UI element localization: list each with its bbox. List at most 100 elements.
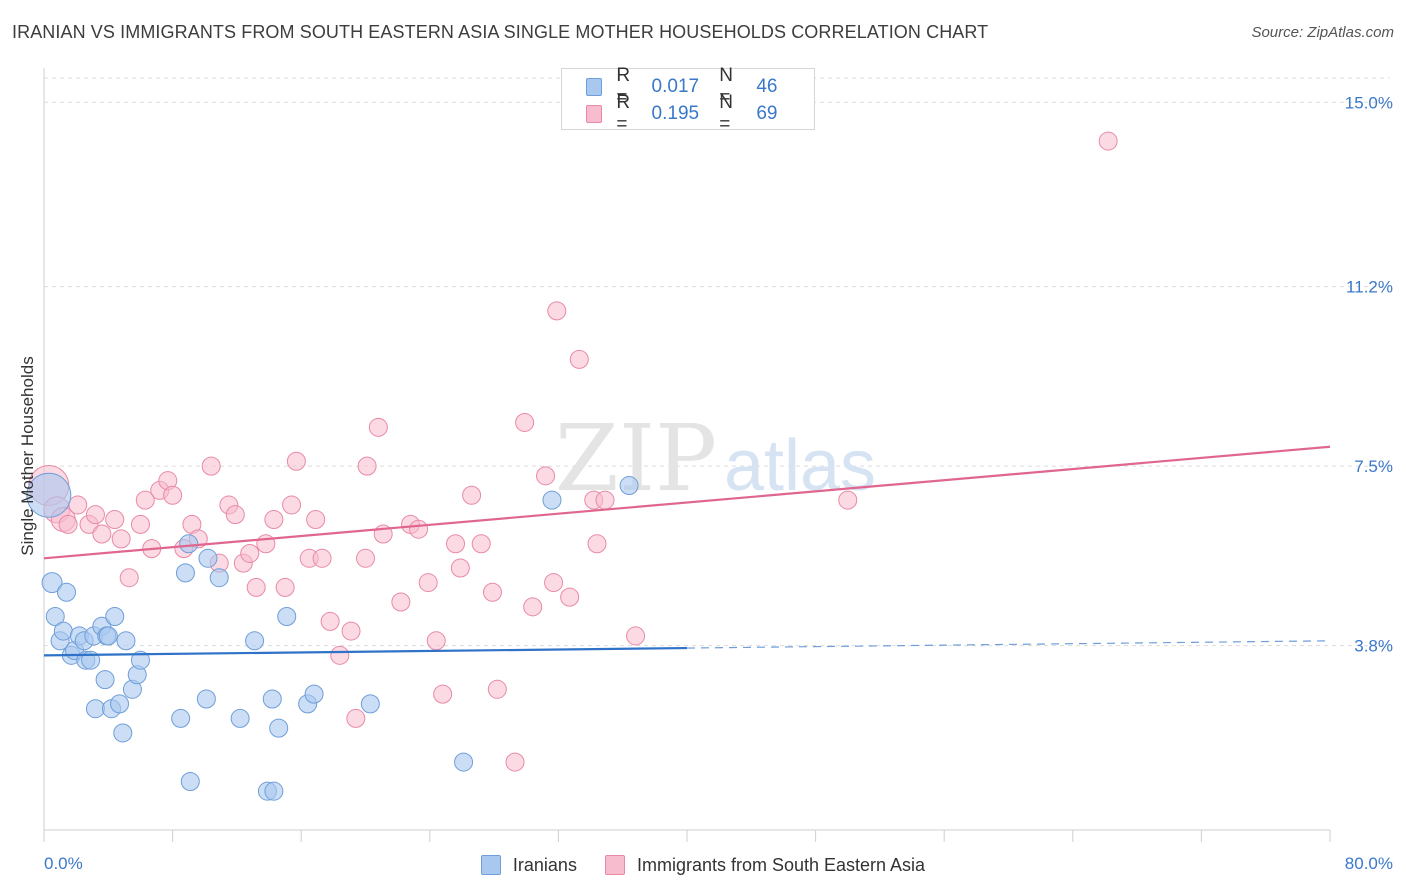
- y-tick-label: 3.8%: [1354, 637, 1393, 656]
- data-point-sea: [560, 587, 580, 607]
- legend-n-value: 46: [756, 76, 778, 97]
- data-point-sea: [505, 752, 525, 772]
- data-point-sea: [163, 485, 183, 505]
- y-tick-label: 7.5%: [1354, 457, 1393, 476]
- data-point-sea: [111, 529, 131, 549]
- legend-swatch-blue: [480, 855, 501, 875]
- data-point-iranians: [171, 708, 191, 728]
- data-point-iranians: [230, 708, 250, 728]
- data-point-sea: [409, 519, 429, 539]
- data-point-sea: [487, 679, 507, 699]
- data-point-sea: [330, 645, 350, 665]
- data-point-sea: [595, 490, 615, 510]
- tick-labels: 3.8% 7.5% 11.2% 15.0% 0.0% 80.0%: [44, 93, 1393, 873]
- correlation-legend: R = 0.017 N = 46 R = 0.195 N = 69: [561, 65, 815, 135]
- x-tick-label-min: 0.0%: [44, 854, 83, 873]
- legend-swatch-pink: [604, 855, 625, 875]
- data-point-iranians: [41, 572, 63, 594]
- data-point-sea: [201, 456, 221, 476]
- data-point-sea: [286, 451, 306, 471]
- data-point-sea: [264, 509, 284, 529]
- data-point-iranians: [264, 781, 284, 801]
- axes: [43, 68, 1331, 842]
- data-point-iranians: [209, 568, 229, 588]
- data-point-iranians: [95, 670, 115, 690]
- data-point-iranians: [542, 490, 562, 510]
- data-point-iranians: [130, 650, 150, 670]
- data-point-iranians: [113, 723, 133, 743]
- data-point-iranians: [110, 694, 130, 714]
- data-point-sea: [569, 349, 589, 369]
- data-point-sea: [346, 708, 366, 728]
- data-point-sea: [240, 543, 260, 563]
- data-point-sea: [306, 509, 326, 529]
- data-point-sea: [92, 524, 112, 544]
- data-point-sea: [320, 611, 340, 631]
- data-point-sea: [544, 573, 564, 593]
- data-point-sea: [135, 490, 155, 510]
- data-point-sea: [356, 548, 375, 568]
- y-tick-label: 11.2%: [1346, 278, 1393, 297]
- data-point-iranians: [26, 472, 72, 518]
- data-point-iranians: [98, 626, 118, 646]
- data-point-iranians: [198, 548, 218, 568]
- data-point-iranians: [360, 694, 380, 714]
- data-point-iranians: [179, 534, 199, 554]
- data-point-sea: [450, 558, 470, 578]
- legend-row-iranians: R = 0.017 N = 46: [586, 65, 814, 108]
- data-point-sea: [471, 534, 491, 554]
- x-tick-label-max: 80.0%: [1345, 854, 1393, 873]
- data-point-sea: [368, 417, 388, 437]
- data-point-iranians: [175, 563, 195, 583]
- data-point-sea: [246, 577, 266, 597]
- data-point-iranians: [277, 607, 297, 627]
- data-point-iranians: [454, 752, 474, 772]
- data-point-iranians: [304, 684, 324, 704]
- data-point-sea: [536, 466, 556, 486]
- data-point-sea: [587, 534, 607, 554]
- legend-r-value: 0.195: [651, 103, 700, 124]
- data-point-sea: [462, 485, 482, 505]
- legend-swatch-blue: [586, 78, 603, 96]
- data-point-sea: [105, 509, 125, 529]
- legend-n-value: 69: [756, 103, 778, 124]
- data-point-sea: [275, 577, 295, 597]
- data-point-sea: [547, 301, 567, 321]
- chart-title: IRANIAN VS IMMIGRANTS FROM SOUTH EASTERN…: [12, 22, 989, 42]
- data-point-sea: [482, 582, 502, 602]
- data-point-sea: [312, 548, 332, 568]
- legend-label-sea: Immigrants from South Eastern Asia: [636, 854, 926, 875]
- legend-n-label: N =: [719, 92, 733, 135]
- legend-r-label: R =: [616, 92, 631, 135]
- data-point-sea: [391, 592, 411, 612]
- data-point-sea: [225, 505, 245, 525]
- legend-item-sea: Immigrants from South Eastern Asia: [604, 854, 926, 876]
- data-point-sea: [426, 631, 446, 651]
- pink-series-points: [28, 131, 1118, 772]
- watermark-zip: ZIP: [555, 405, 717, 512]
- legend-swatch-pink: [586, 105, 603, 123]
- trend-lines: [43, 445, 1331, 657]
- data-point-iranians: [105, 607, 125, 627]
- data-point-sea: [433, 684, 453, 704]
- data-point-iranians: [196, 689, 216, 709]
- trend-line-iranians: [43, 646, 688, 657]
- data-point-sea: [119, 568, 139, 588]
- data-point-iranians: [262, 689, 282, 709]
- legend-n-label: N =: [719, 65, 733, 108]
- legend-r-value: 0.017: [651, 76, 700, 97]
- data-point-sea: [130, 514, 150, 534]
- data-point-sea: [515, 412, 535, 432]
- trend-line-iranians-extension: [686, 640, 1331, 649]
- y-axis-label: Single Mother Households: [18, 356, 37, 556]
- legend-item-iranians: Iranians: [480, 855, 577, 876]
- data-point-sea: [85, 505, 105, 525]
- data-point-iranians: [269, 718, 289, 738]
- data-point-iranians: [245, 631, 265, 651]
- source-label: Source: ZipAtlas.com: [1251, 24, 1394, 41]
- data-point-sea: [282, 495, 302, 515]
- data-point-iranians: [85, 699, 105, 719]
- data-point-sea: [58, 514, 78, 534]
- data-point-sea: [341, 621, 361, 641]
